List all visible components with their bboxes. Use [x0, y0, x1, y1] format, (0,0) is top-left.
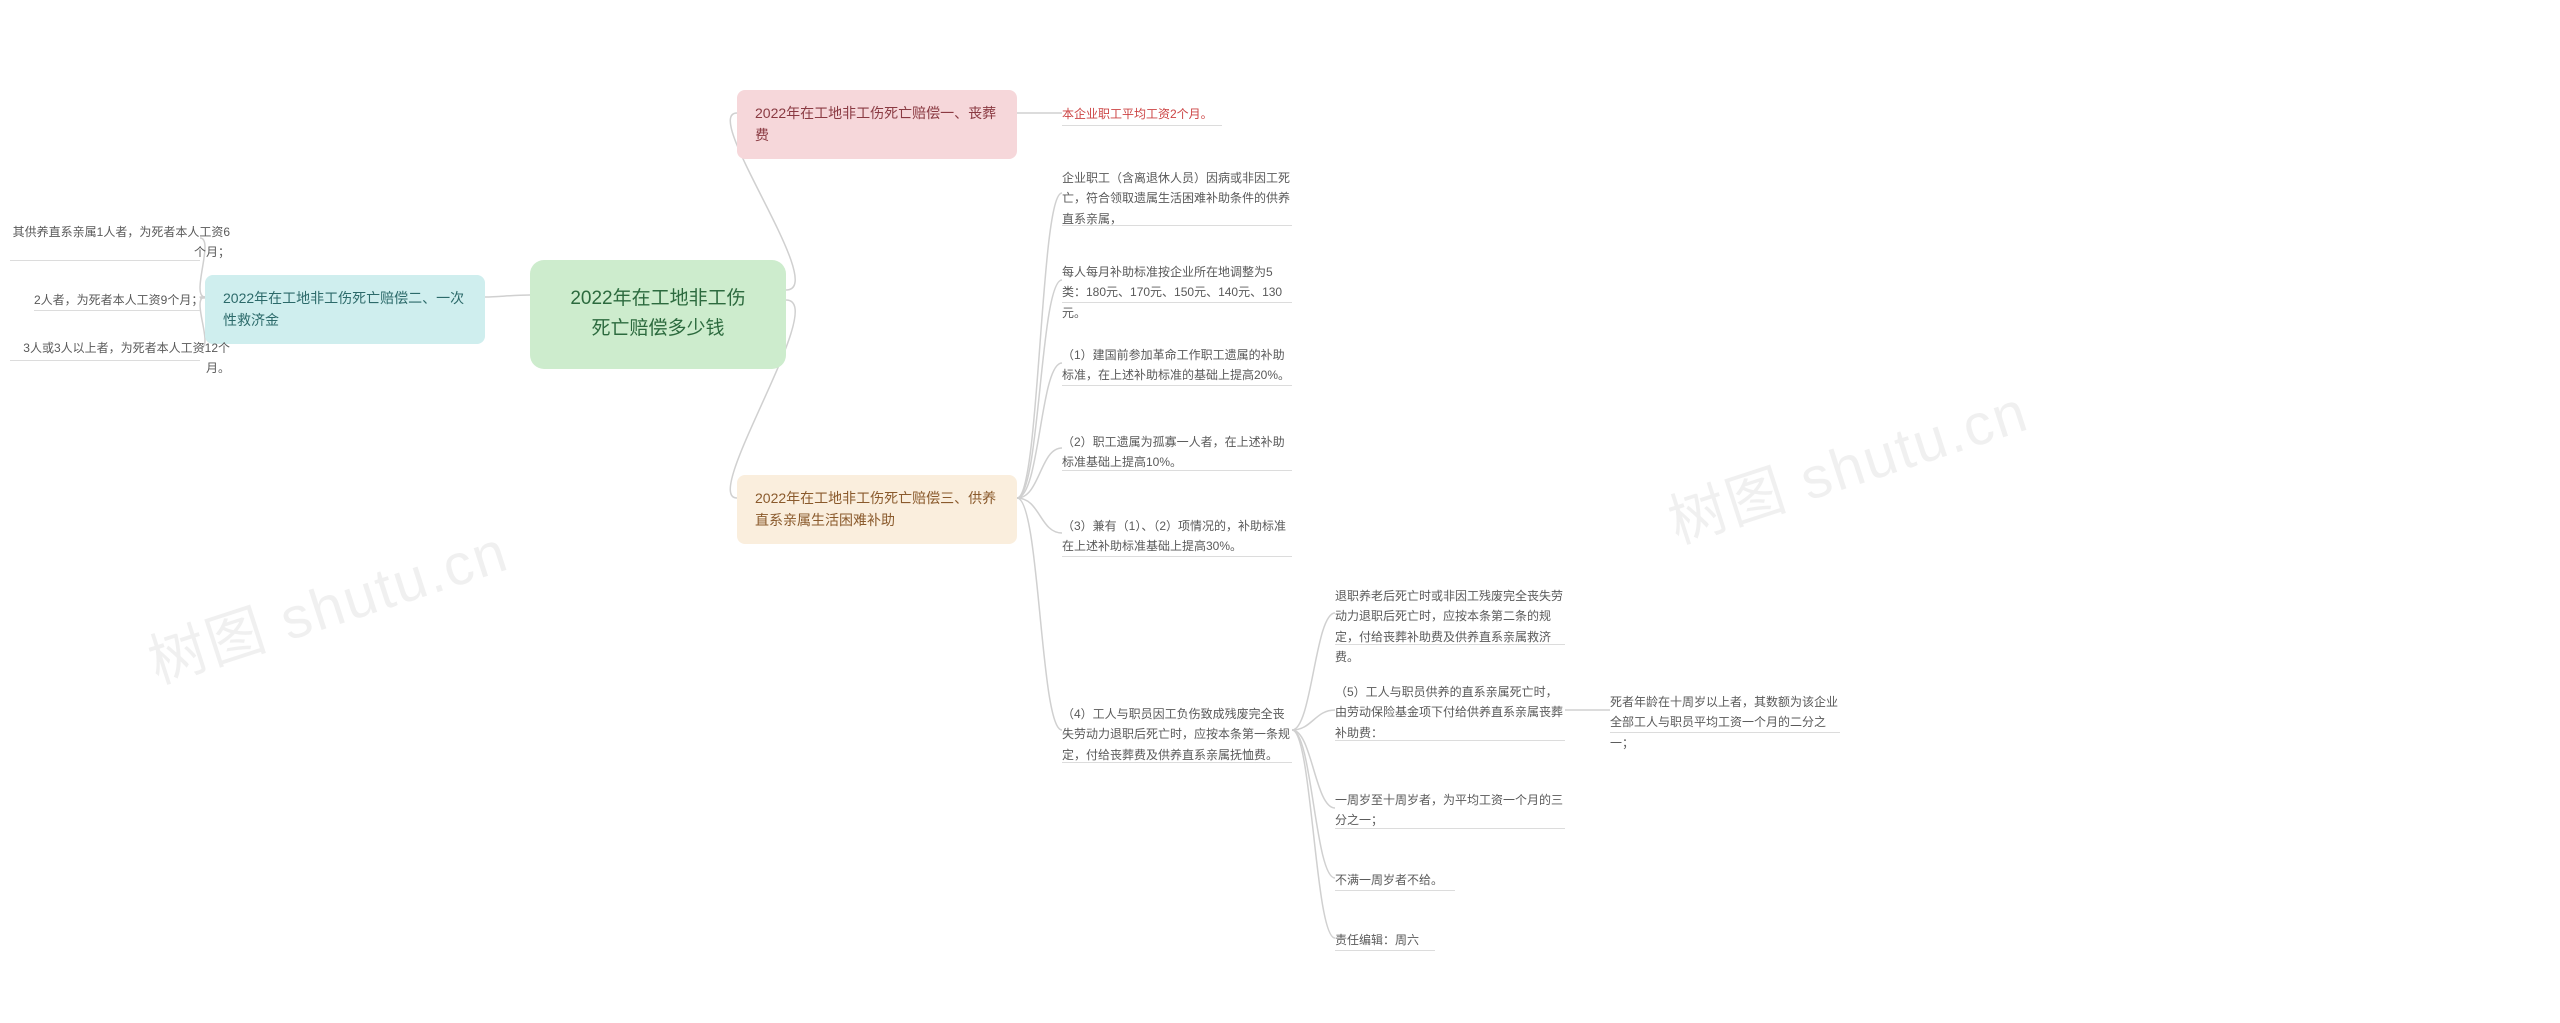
leaf-b3-6-3: 一周岁至十周岁者，为平均工资一个月的三分之一； — [1335, 790, 1565, 831]
branch-3-text: 2022年在工地非工伤死亡赔偿三、供养直系亲属生活困难补助 — [755, 487, 999, 532]
leaf-b3-1-line — [1062, 225, 1292, 226]
leaf-b3-6-4-line — [1335, 890, 1455, 891]
leaf-b3-5: （3）兼有（1）、（2）项情况的，补助标准在上述补助标准基础上提高30%。 — [1062, 516, 1292, 557]
leaf-b3-6-2a-line — [1610, 732, 1840, 733]
leaf-b3-6-3-line — [1335, 828, 1565, 829]
leaf-b1-1-line — [1062, 125, 1222, 126]
leaf-b3-5-line — [1062, 556, 1292, 557]
leaf-b3-4-line — [1062, 470, 1292, 471]
branch-1-text: 2022年在工地非工伤死亡赔偿一、丧葬费 — [755, 102, 999, 147]
leaf-b3-3: （1）建国前参加革命工作职工遗属的补助标准，在上述补助标准的基础上提高20%。 — [1062, 345, 1292, 386]
leaf-b3-3-line — [1062, 385, 1292, 386]
leaf-b3-2-line — [1062, 302, 1292, 303]
leaf-b1-1: 本企业职工平均工资2个月。 — [1062, 104, 1213, 124]
leaf-b3-6-1: 退职养老后死亡时或非因工残废完全丧失劳动力退职后死亡时，应按本条第二条的规定，付… — [1335, 586, 1565, 668]
leaf-b2-1-line — [10, 260, 200, 261]
leaf-b3-6: （4）工人与职员因工负伤致成残废完全丧失劳动力退职后死亡时，应按本条第一条规定，… — [1062, 704, 1292, 765]
leaf-b3-6-5: 责任编辑：周六 — [1335, 930, 1419, 950]
leaf-b3-6-5-line — [1335, 950, 1435, 951]
leaf-b3-6-2: （5）工人与职员供养的直系亲属死亡时，由劳动保险基金项下付给供养直系亲属丧葬补助… — [1335, 682, 1565, 743]
branch-3[interactable]: 2022年在工地非工伤死亡赔偿三、供养直系亲属生活困难补助 — [737, 475, 1017, 544]
branch-2[interactable]: 2022年在工地非工伤死亡赔偿二、一次性救济金 — [205, 275, 485, 344]
leaf-b2-3: 3人或3人以上者，为死者本人工资12个月。 — [10, 338, 230, 379]
leaf-b3-6-line — [1062, 762, 1292, 763]
leaf-b2-2-line — [34, 310, 200, 311]
branch-1[interactable]: 2022年在工地非工伤死亡赔偿一、丧葬费 — [737, 90, 1017, 159]
leaf-b2-3-line — [10, 360, 200, 361]
leaf-b3-6-1-line — [1335, 644, 1565, 645]
leaf-b2-1: 其供养直系亲属1人者，为死者本人工资6个月； — [10, 222, 230, 263]
root-text: 2022年在工地非工伤死亡赔偿多少钱 — [564, 284, 752, 345]
leaf-b2-2: 2人者，为死者本人工资9个月； — [34, 290, 203, 310]
connectors — [0, 0, 2560, 1023]
branch-2-text: 2022年在工地非工伤死亡赔偿二、一次性救济金 — [223, 287, 467, 332]
leaf-b3-6-2-line — [1335, 740, 1565, 741]
leaf-b3-6-4: 不满一周岁者不给。 — [1335, 870, 1443, 890]
watermark-1: 树图 shutu.cn — [136, 504, 517, 699]
watermark-2: 树图 shutu.cn — [1656, 364, 2037, 559]
leaf-b3-1: 企业职工（含离退休人员）因病或非因工死亡，符合领取遗属生活困难补助条件的供养直系… — [1062, 168, 1292, 229]
leaf-b3-4: （2）职工遗属为孤寡一人者，在上述补助标准基础上提高10%。 — [1062, 432, 1292, 473]
leaf-b3-6-2a: 死者年龄在十周岁以上者，其数额为该企业全部工人与职员平均工资一个月的二分之一； — [1610, 692, 1840, 753]
root-node[interactable]: 2022年在工地非工伤死亡赔偿多少钱 — [530, 260, 786, 369]
leaf-b3-2: 每人每月补助标准按企业所在地调整为5类：180元、170元、150元、140元、… — [1062, 262, 1292, 323]
